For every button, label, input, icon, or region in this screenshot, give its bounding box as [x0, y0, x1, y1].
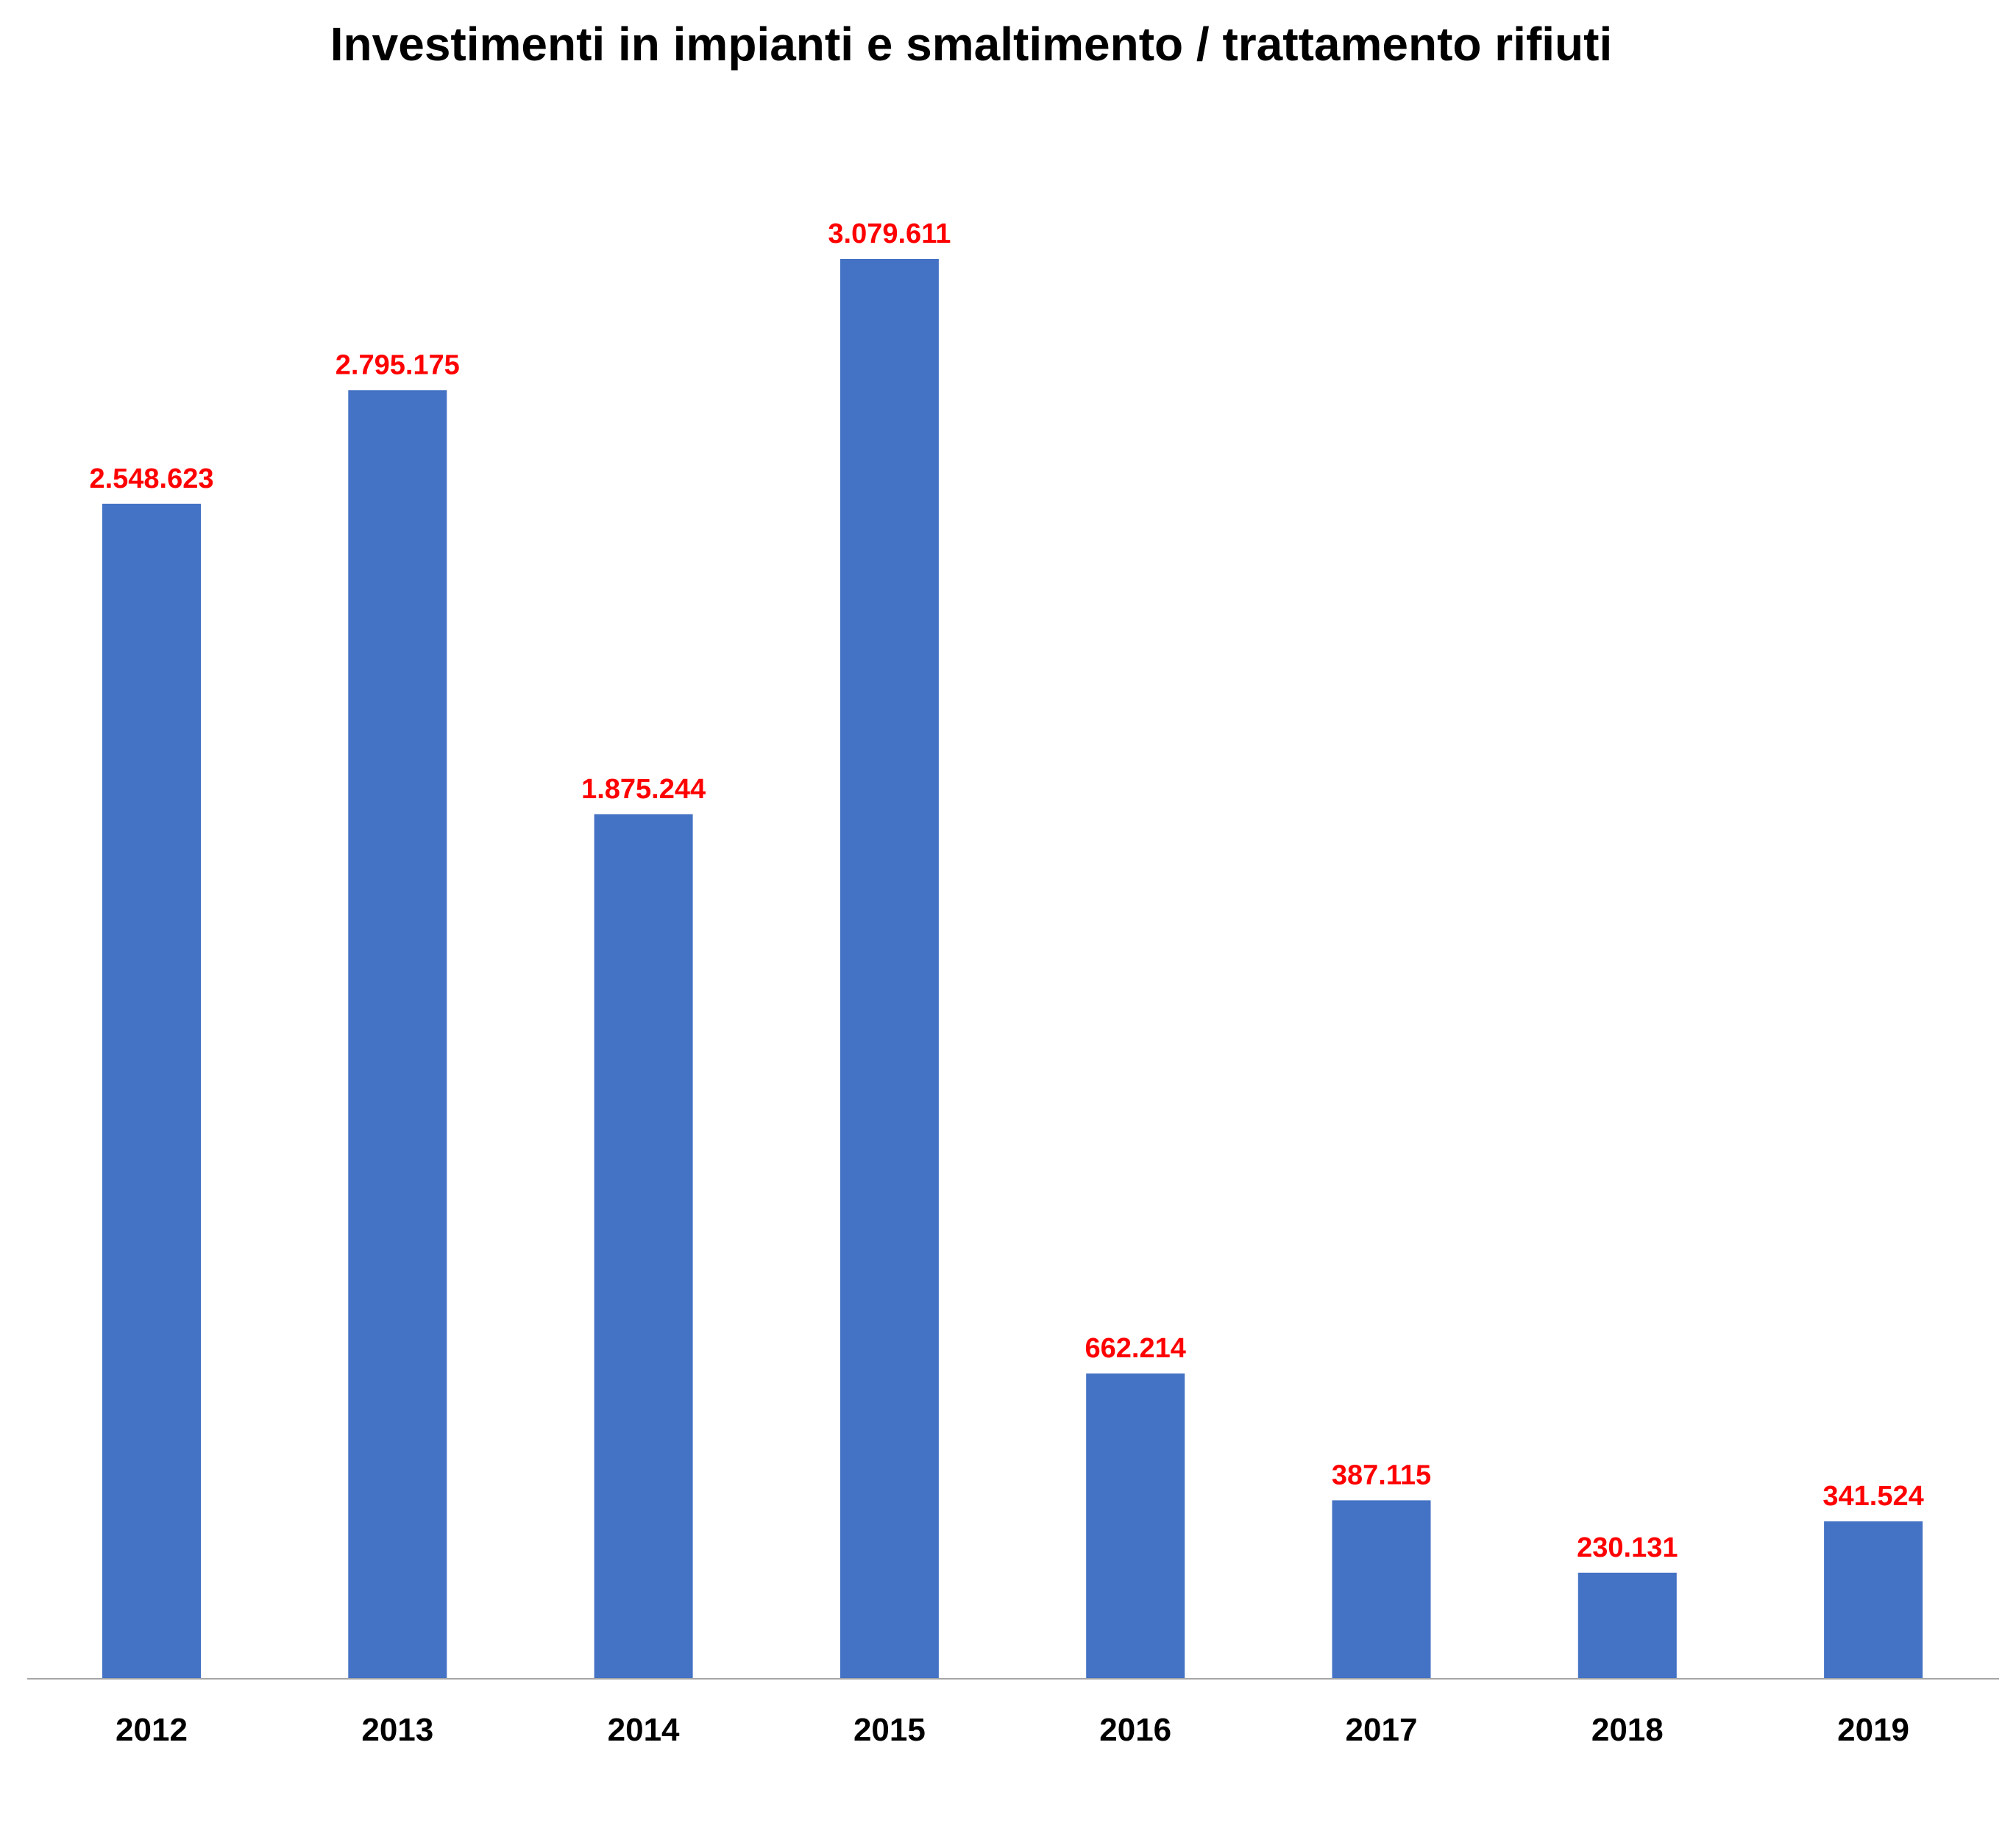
bar-2015 [840, 259, 939, 1679]
data-label-2019: 341.524 [1822, 1481, 1923, 1512]
data-label-2012: 2.548.623 [89, 463, 213, 494]
bar-2014 [594, 814, 693, 1679]
bar-2018 [1577, 1572, 1677, 1679]
data-label-2015: 3.079.611 [828, 218, 951, 249]
x-tick-label-2015: 2015 [853, 1712, 926, 1748]
x-tick-label-2017: 2017 [1346, 1712, 1418, 1748]
data-label-2017: 387.115 [1332, 1460, 1431, 1490]
data-labels: 2.548.623 2.795.175 1.875.244 3.079.611 662.… [89, 218, 1923, 1563]
data-label-2013: 2.795.175 [336, 349, 460, 380]
bar-2019 [1824, 1521, 1923, 1679]
x-tick-label-2014: 2014 [608, 1712, 680, 1748]
data-label-2018: 230.131 [1577, 1532, 1678, 1563]
bar-2012 [102, 503, 201, 1679]
bars [102, 259, 1923, 1679]
data-label-2016: 662.214 [1085, 1333, 1186, 1364]
x-tick-label-2012: 2012 [116, 1712, 188, 1748]
x-tick-label-2016: 2016 [1099, 1712, 1171, 1748]
bar-2013 [348, 390, 447, 1679]
x-tick-label-2013: 2013 [361, 1712, 433, 1748]
x-axis-tick-labels: 2012 2013 2014 2015 2016 2017 2018 2019 [116, 1712, 1909, 1748]
x-tick-label-2019: 2019 [1837, 1712, 1909, 1748]
x-tick-label-2018: 2018 [1591, 1712, 1664, 1748]
chart-title: Investimenti in impianti e smaltimento /… [330, 18, 1612, 71]
bar-2016 [1086, 1373, 1185, 1679]
data-label-2014: 1.875.244 [581, 774, 706, 805]
bar-2017 [1332, 1500, 1431, 1679]
